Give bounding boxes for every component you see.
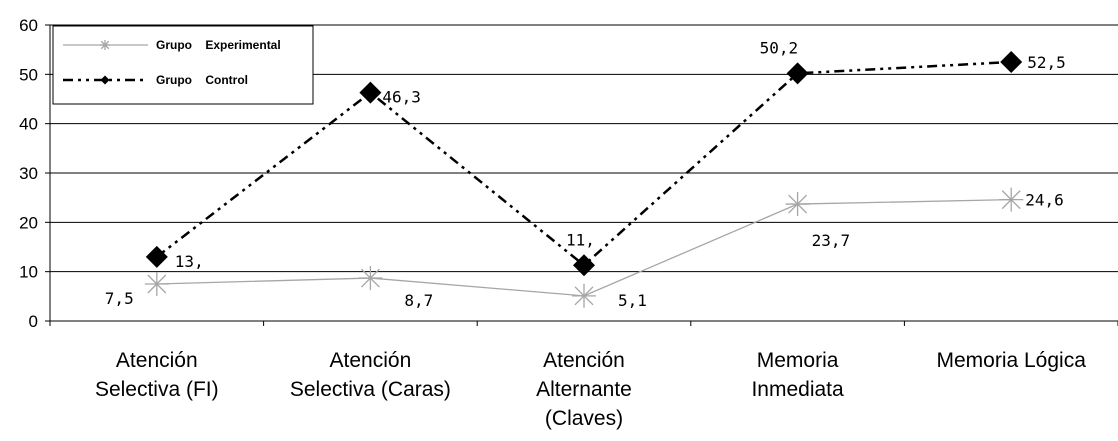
- legend-box: [52, 25, 314, 105]
- series-point-asterisk: [144, 272, 169, 296]
- series-point-asterisk: [999, 187, 1024, 212]
- y-tick-label: 20: [19, 213, 38, 232]
- series-point-diamond: [1000, 51, 1023, 73]
- y-tick-label: 0: [29, 312, 38, 331]
- series-point-diamond: [786, 62, 809, 85]
- x-category-line: Inmediata: [751, 378, 844, 401]
- series-markers: [144, 51, 1024, 308]
- series-point-asterisk: [785, 192, 810, 217]
- data-label: 7,5: [105, 289, 134, 308]
- data-labels: 7,5 8,7 5,1 23,7 24,6 13, 46,3 11, 50,2 52,5: [105, 38, 1066, 310]
- x-category-line: (Claves): [545, 407, 623, 430]
- x-category-line: Atención: [330, 349, 412, 372]
- data-label: 11,: [566, 230, 595, 249]
- series-point-asterisk: [572, 283, 596, 308]
- series-point-asterisk: [100, 40, 110, 50]
- x-category-line: Alternante: [536, 378, 632, 401]
- x-category-line: Atención: [543, 349, 625, 372]
- x-category-label: Atención Alternante (Claves): [536, 349, 632, 430]
- series-point-diamond: [100, 75, 110, 85]
- y-tick-label: 10: [19, 263, 38, 282]
- data-label: 13,: [175, 252, 204, 271]
- y-tick-label: 30: [19, 164, 38, 183]
- x-category-label: Atención Selectiva (FI): [95, 349, 219, 401]
- x-category-label: Memoria Inmediata: [751, 349, 844, 401]
- series-point-diamond: [145, 245, 168, 268]
- y-tick-label: 40: [19, 115, 38, 134]
- x-category-line: Memoria Lógica: [936, 349, 1086, 372]
- y-tick-label: 50: [19, 65, 38, 84]
- data-label: 5,1: [618, 291, 647, 310]
- data-label: 8,7: [404, 291, 433, 310]
- x-category-label: Memoria Lógica: [936, 349, 1086, 372]
- series-point-asterisk: [358, 266, 383, 291]
- data-label: 23,7: [812, 231, 851, 250]
- series-point-diamond: [359, 81, 382, 104]
- data-label: 24,6: [1025, 191, 1064, 210]
- x-category-line: Atención: [116, 349, 198, 372]
- x-category-line: Selectiva (Caras): [290, 378, 451, 401]
- y-tick-label: 60: [19, 16, 38, 35]
- x-category-label: Atención Selectiva (Caras): [290, 349, 451, 401]
- legend: Grupo Experimental Grupo Control: [52, 25, 314, 105]
- series-point-diamond: [573, 254, 595, 277]
- data-label: 50,2: [760, 38, 799, 57]
- legend-label: Grupo Experimental: [156, 38, 281, 52]
- x-axis-categories: Atención Selectiva (FI) Atención Selectiva …: [95, 349, 1086, 430]
- data-label: 46,3: [382, 88, 421, 107]
- x-category-line: Selectiva (FI): [95, 378, 219, 401]
- y-axis-ticks: 0 10 20 30 40 50 60: [19, 16, 50, 331]
- data-label: 52,5: [1027, 53, 1066, 72]
- legend-label: Grupo Control: [156, 73, 248, 87]
- x-category-line: Memoria: [757, 349, 839, 372]
